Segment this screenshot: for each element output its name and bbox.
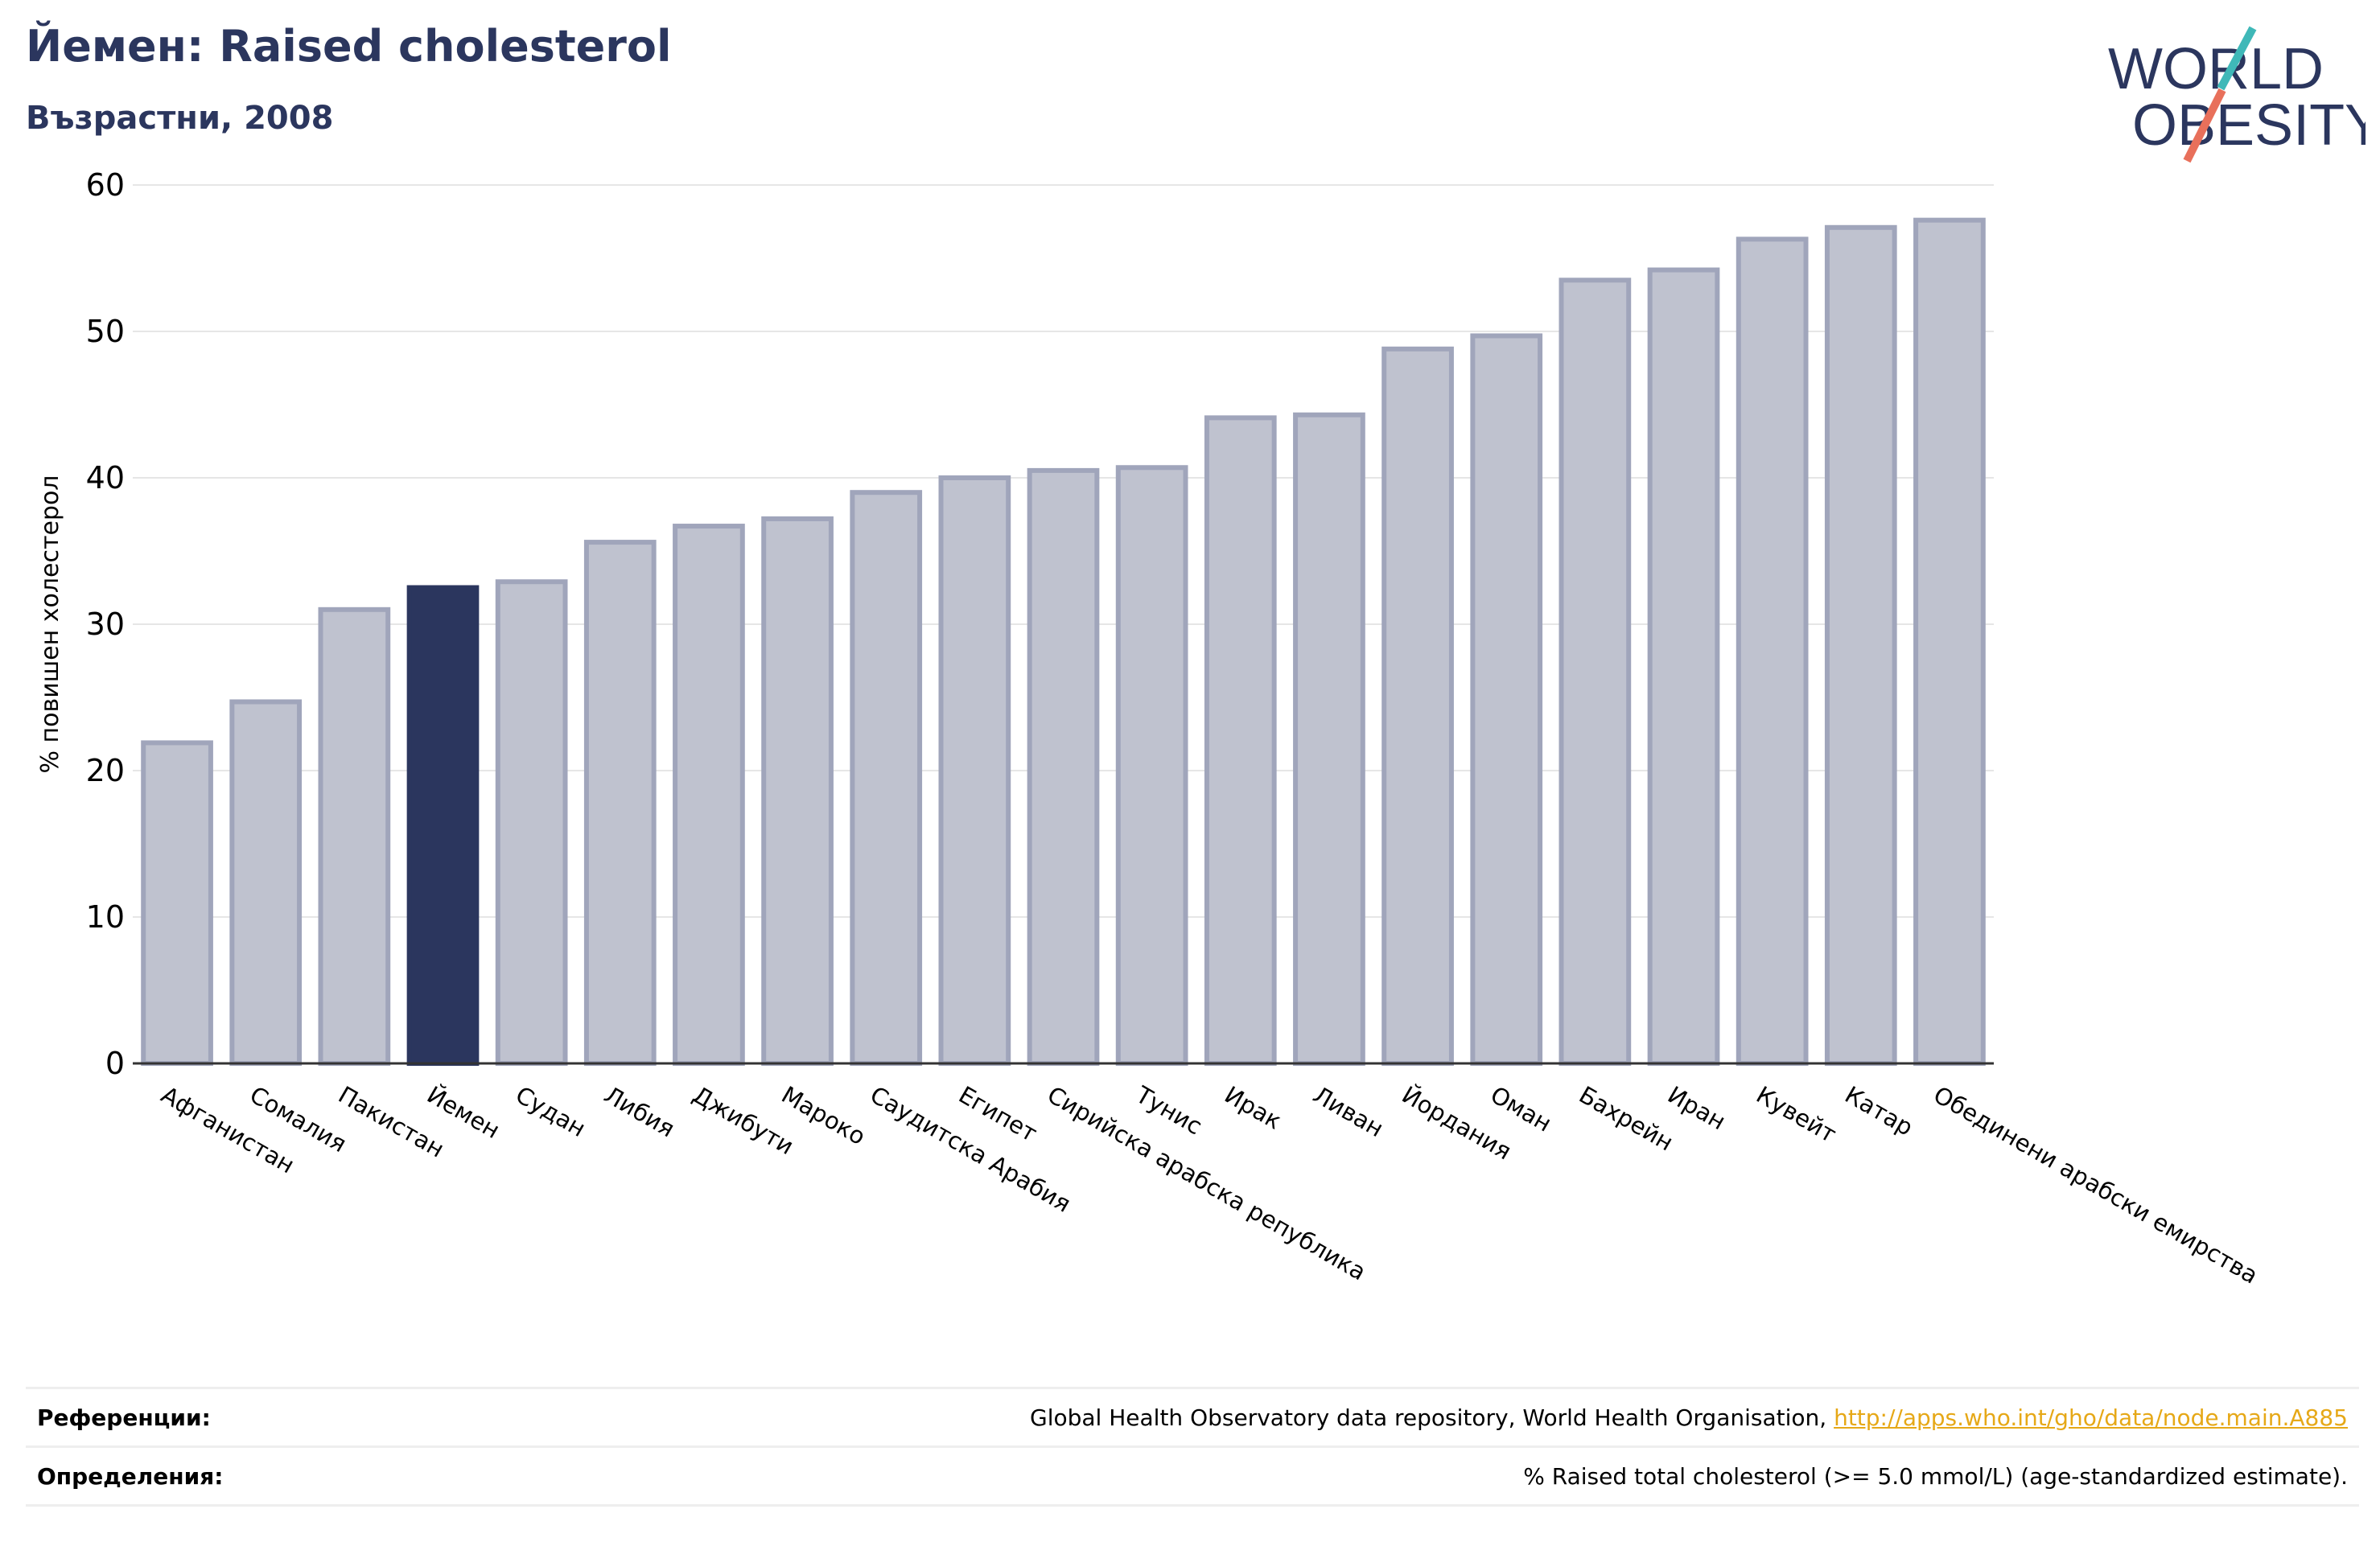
bar-1 (229, 699, 303, 1067)
logo-slash-coral (2183, 88, 2226, 163)
bar-8 (850, 490, 923, 1066)
y-tick-label: 20 (86, 753, 125, 788)
bar-12 (1204, 415, 1277, 1066)
y-tick-label: 40 (86, 460, 125, 495)
world-obesity-logo: WORLD OBESITY (2108, 26, 2366, 163)
x-tick-label: Либия (599, 1081, 679, 1143)
bar-20 (1913, 217, 1986, 1066)
bar-2 (318, 607, 391, 1066)
y-tick-label: 30 (86, 607, 125, 642)
bars (141, 217, 1986, 1067)
logo-line1: WORLD (2108, 37, 2324, 101)
definitions-label: Определения: (37, 1462, 224, 1490)
y-tick-label: 60 (86, 167, 125, 203)
y-axis-label: % повишен холестерол (36, 475, 64, 774)
references-value: Global Health Observatory data repositor… (1030, 1404, 2359, 1431)
x-tick-label: Ливан (1308, 1081, 1388, 1143)
references-row: Референции: Global Health Observatory da… (26, 1387, 2359, 1445)
x-tick-label: Катар (1840, 1081, 1917, 1141)
bar-15 (1470, 333, 1543, 1066)
x-tick-label: Бахрейн (1575, 1081, 1678, 1157)
references-text: Global Health Observatory data repositor… (1030, 1404, 1834, 1431)
definitions-text: % Raised total cholesterol (>= 5.0 mmol/… (1523, 1462, 2348, 1490)
bar-4 (495, 579, 568, 1066)
bar-11 (1115, 465, 1188, 1066)
y-tick-labels: 0 10 20 30 40 50 60 (86, 167, 125, 1081)
page-subtitle: Възрастни, 2008 (26, 100, 334, 137)
bar-10 (1027, 467, 1100, 1066)
x-tick-label: Судан (511, 1081, 591, 1143)
bar-13 (1293, 412, 1365, 1066)
definitions-row: Определения: % Raised total cholesterol … (26, 1445, 2359, 1507)
x-tick-label: Ирак (1220, 1081, 1286, 1135)
x-tick-label: Обединени арабски емирства (1929, 1081, 2263, 1289)
y-tick-label: 50 (86, 314, 125, 349)
bar-6 (673, 524, 745, 1066)
bar-14 (1381, 346, 1454, 1066)
x-tick-label: Иран (1663, 1081, 1731, 1136)
bar-3 (406, 585, 480, 1066)
bar-5 (583, 540, 657, 1066)
page-title: Йемен: Raised cholesterol (26, 21, 672, 72)
bar-17 (1647, 267, 1720, 1066)
y-tick-label: 10 (86, 899, 125, 935)
bar-9 (938, 475, 1011, 1066)
bar-0 (141, 740, 213, 1066)
bar-chart: 0 10 20 30 40 50 60 АфганистанСомалияПакистанЙ… (36, 167, 2263, 1289)
references-label: Референции: (37, 1404, 211, 1431)
x-tick-label: Джибути (688, 1081, 798, 1161)
references-link[interactable]: http://apps.who.int/gho/data/node.main.A… (1834, 1404, 2348, 1431)
y-tick-label: 0 (105, 1046, 125, 1081)
x-tick-label: Кувейт (1752, 1081, 1841, 1149)
bar-18 (1736, 236, 1809, 1067)
bar-16 (1559, 278, 1632, 1066)
bar-7 (761, 516, 834, 1066)
x-tick-label: Оман (1486, 1081, 1557, 1137)
bar-19 (1824, 224, 1897, 1066)
logo-slash-teal (2217, 26, 2257, 91)
logo-line2: OBESITY (2132, 93, 2366, 158)
